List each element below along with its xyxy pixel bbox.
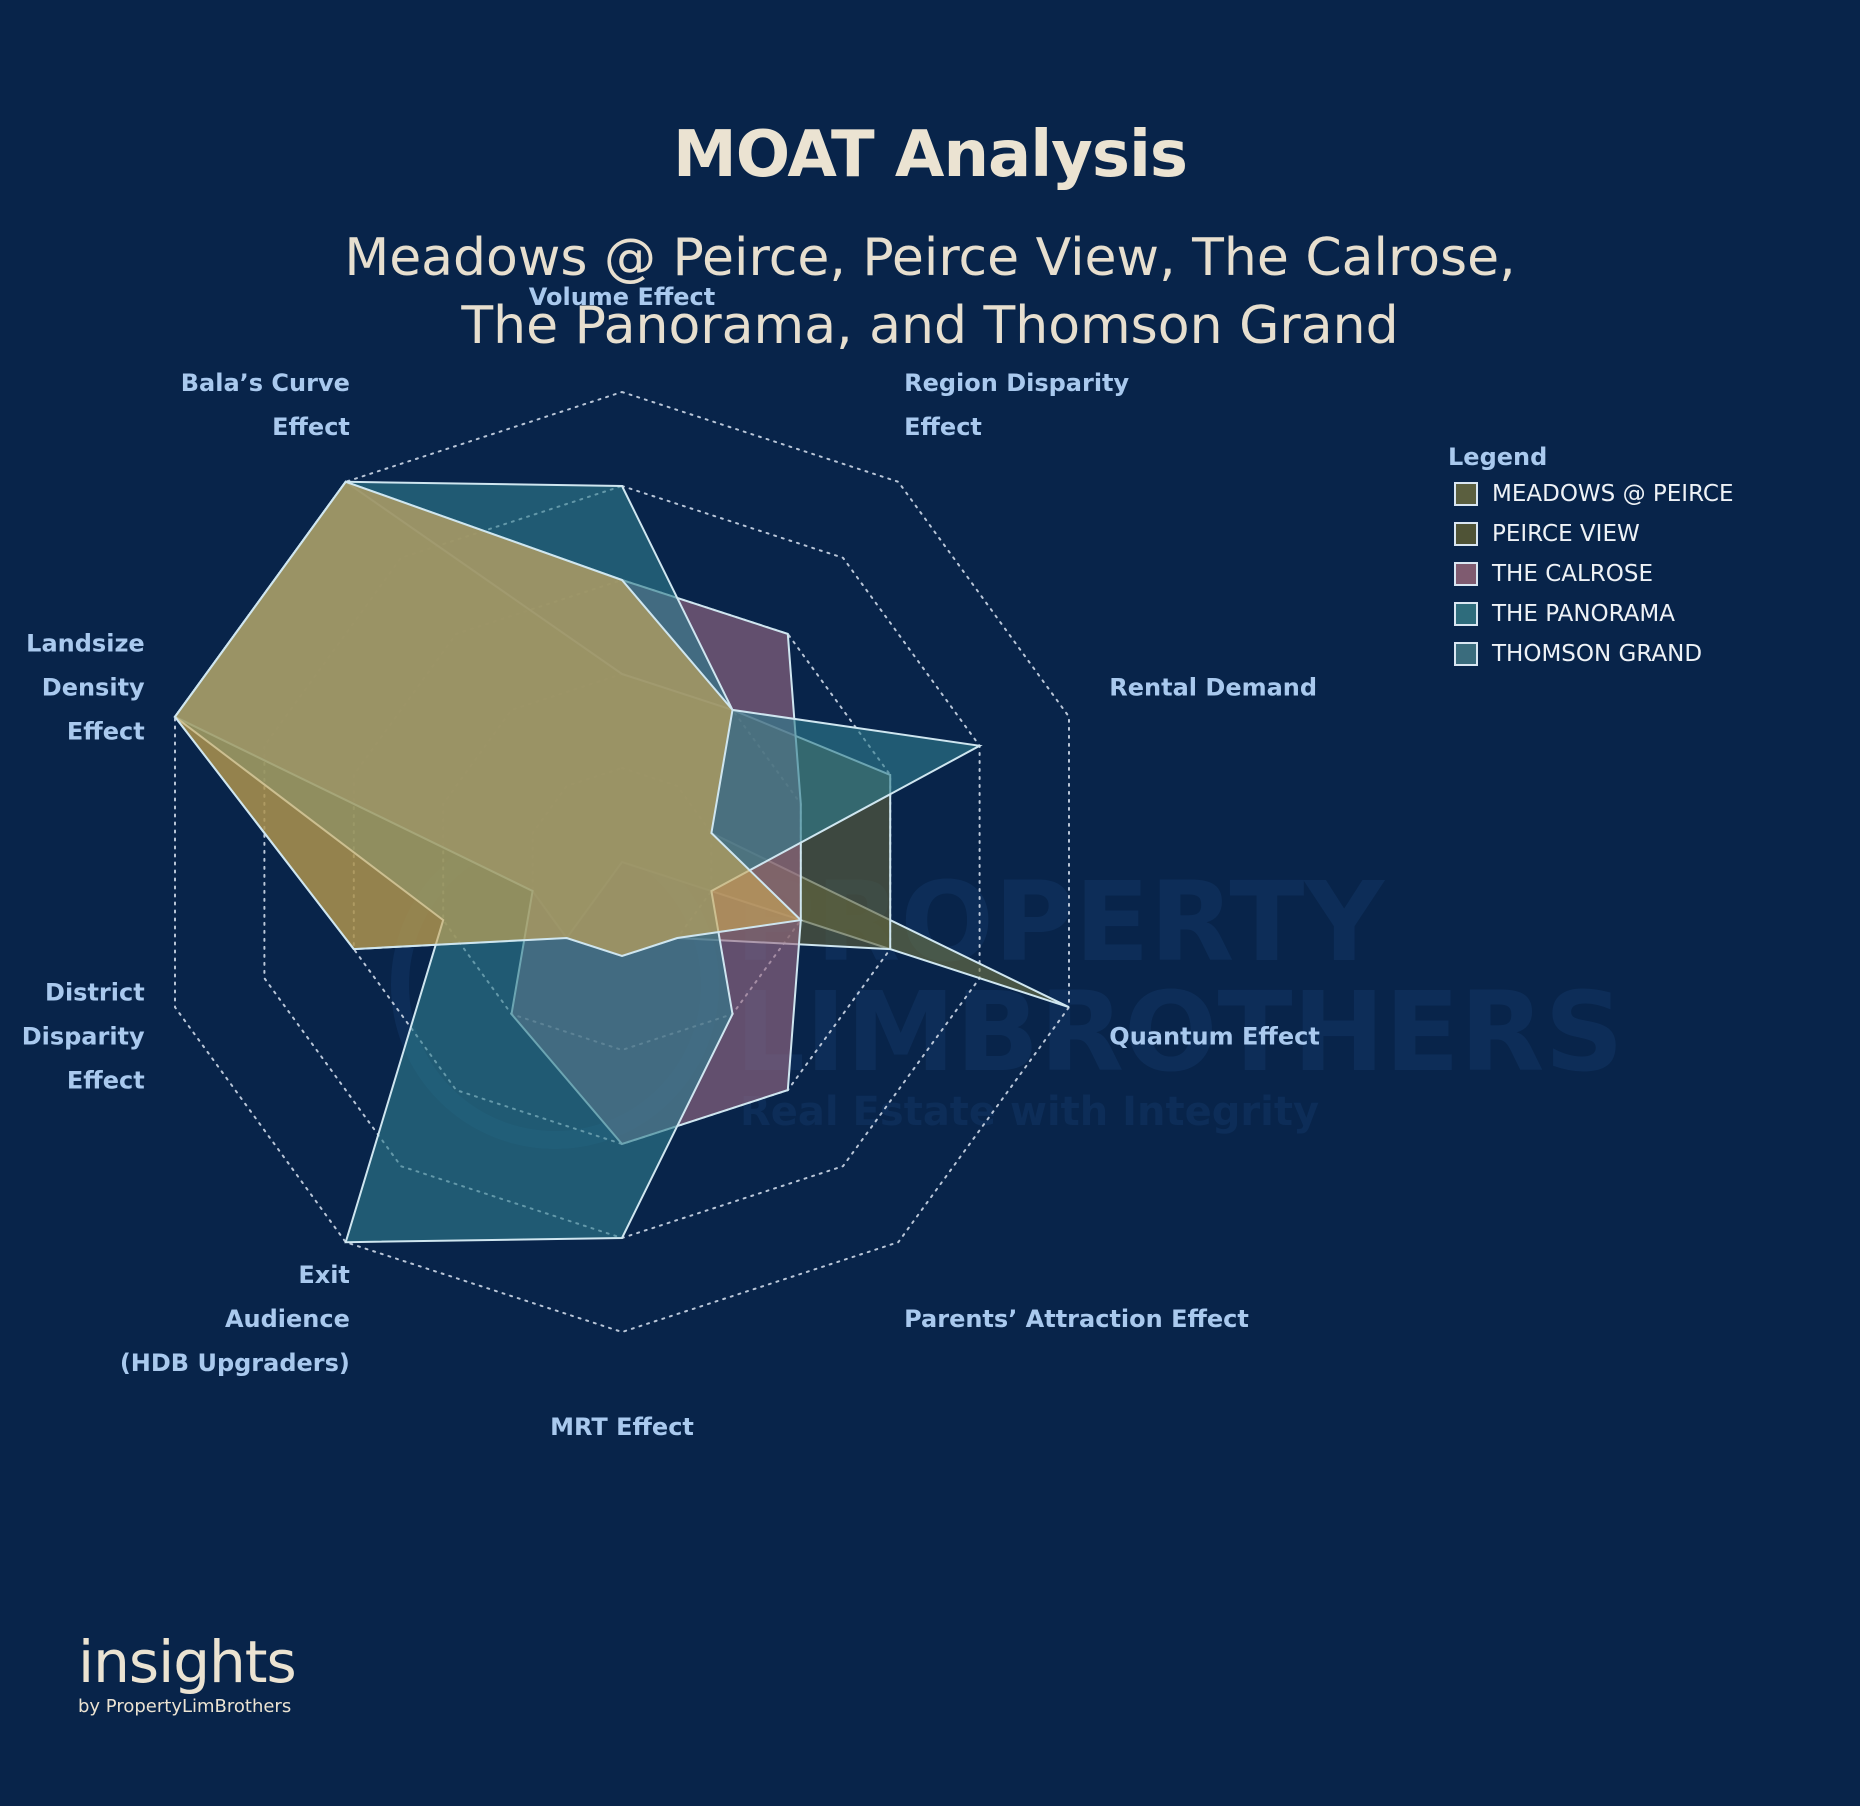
brand-logo: insights by PropertyLimBrothers xyxy=(78,1628,297,1717)
axis-label: Disparity xyxy=(22,1023,145,1051)
legend-item-peirce-view[interactable]: PEIRCE VIEW xyxy=(1448,514,1828,554)
legend: Legend MEADOWS @ PEIRCE PEIRCE VIEW THE … xyxy=(1448,440,1828,674)
axis-label: Rental Demand xyxy=(1109,673,1317,701)
legend-label: PEIRCE VIEW xyxy=(1492,521,1640,547)
axis-label: Parents’ Attraction Effect xyxy=(904,1305,1249,1333)
axis-label: (HDB Upgraders) xyxy=(120,1349,350,1377)
axis-label: Audience xyxy=(225,1305,350,1333)
subtitle-line-1: Meadows @ Peirce, Peirce View, The Calro… xyxy=(344,228,1516,288)
axis-label: Bala’s Curve xyxy=(181,369,350,397)
axis-label: Effect xyxy=(272,413,350,441)
legend-swatch xyxy=(1454,602,1478,626)
axis-label: Effect xyxy=(904,413,982,441)
watermark-line3: Real Estate with Integrity xyxy=(740,1089,1319,1135)
brand-name: insights xyxy=(78,1628,297,1696)
axis-label: Effect xyxy=(67,1067,145,1095)
axis-labels: Volume Effect Region Disparity Effect Renta… xyxy=(22,283,1320,1441)
legend-swatch xyxy=(1454,522,1478,546)
legend-swatch xyxy=(1454,482,1478,506)
legend-item-calrose[interactable]: THE CALROSE xyxy=(1448,554,1828,594)
axis-label: Quantum Effect xyxy=(1109,1023,1320,1051)
brand-byline: by PropertyLimBrothers xyxy=(78,1696,292,1717)
axis-label: Exit xyxy=(298,1261,350,1289)
axis-label: Landsize xyxy=(26,629,145,657)
legend-item-panorama[interactable]: THE PANORAMA xyxy=(1448,594,1828,634)
watermark: PROPERTY LIMBROTHERS Real Estate with In… xyxy=(391,821,1624,1149)
legend-swatch xyxy=(1454,642,1478,666)
legend-label: THOMSON GRAND xyxy=(1492,641,1703,667)
radar-series xyxy=(173,480,1070,1244)
legend-item-thomson-grand[interactable]: THOMSON GRAND xyxy=(1448,634,1828,674)
legend-title: Legend xyxy=(1448,443,1548,471)
legend-label: MEADOWS @ PEIRCE xyxy=(1492,481,1734,507)
axis-label: Region Disparity xyxy=(904,369,1129,397)
axis-label: Density xyxy=(42,673,145,701)
subtitle-line-2: The Panorama, and Thomson Grand xyxy=(461,296,1399,356)
page-title: MOAT Analysis xyxy=(673,118,1188,192)
page-subtitle: Meadows @ Peirce, Peirce View, The Calro… xyxy=(0,224,1860,360)
watermark-line2: LIMBROTHERS xyxy=(735,968,1624,1096)
axis-label: Volume Effect xyxy=(529,283,716,311)
legend-swatch xyxy=(1454,562,1478,586)
axis-label: MRT Effect xyxy=(550,1413,694,1441)
axis-label: District xyxy=(45,979,145,1007)
legend-item-meadows[interactable]: MEADOWS @ PEIRCE xyxy=(1448,474,1828,514)
axis-label: Effect xyxy=(67,717,145,745)
legend-label: THE PANORAMA xyxy=(1492,601,1675,627)
series-polygon xyxy=(173,480,803,958)
legend-label: THE CALROSE xyxy=(1492,561,1654,587)
